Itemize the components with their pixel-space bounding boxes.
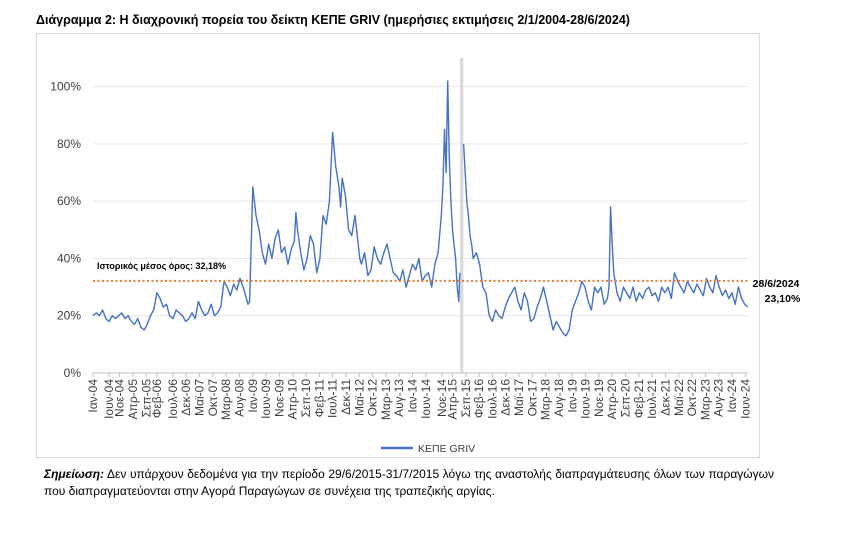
x-tick-label: Απρ-10 bbox=[286, 379, 300, 420]
x-tick-label: Δεκ-21 bbox=[658, 379, 672, 416]
x-tick-label: Οκτ-07 bbox=[206, 379, 220, 417]
x-tick-label: Νοε-14 bbox=[435, 379, 449, 417]
x-tick-label: Σεπ-10 bbox=[299, 379, 313, 418]
x-tick-label: Μαϊ-22 bbox=[672, 379, 686, 416]
series-line bbox=[92, 80, 461, 331]
x-tick-label: Δεκ-11 bbox=[339, 379, 353, 415]
end-date-label: 28/6/2024 bbox=[753, 278, 800, 290]
x-tick-label: Ιουλ-06 bbox=[166, 379, 180, 419]
x-tick-label: Μαϊ-17 bbox=[512, 379, 526, 416]
x-tick-label: Ιουν-09 bbox=[259, 379, 273, 419]
x-tick-label: Οκτ-22 bbox=[685, 379, 699, 417]
x-tick-label: Ιουλ-16 bbox=[485, 379, 499, 419]
chart-title: Διάγραμμα 2: Η διαχρονική πορεία του δεί… bbox=[36, 13, 630, 27]
x-tick-label: Οκτ-17 bbox=[525, 379, 539, 417]
chart-frame bbox=[36, 33, 760, 458]
x-tick-label: Μαρ-18 bbox=[539, 379, 553, 420]
y-axis-ticks: 0% 20% 40% 60% 80% 100% bbox=[50, 80, 81, 380]
y-tick-label: 80% bbox=[57, 137, 81, 151]
x-tick-label: Οκτ-12 bbox=[366, 379, 380, 417]
x-tick-label: Ιαν-19 bbox=[565, 379, 579, 413]
x-tick-label: Ιουλ-11 bbox=[326, 379, 340, 418]
x-tick-label: Φεβ-16 bbox=[472, 379, 486, 418]
y-tick-label: 20% bbox=[57, 309, 81, 323]
x-tick-label: Απρ-05 bbox=[126, 379, 140, 420]
x-tick-label: Σεπ-05 bbox=[139, 379, 153, 418]
y-tick-label: 100% bbox=[50, 80, 81, 94]
x-tick-label: Μαρ-08 bbox=[219, 379, 233, 420]
x-tick-label: Ιαν-14 bbox=[406, 379, 420, 413]
x-tick-label: Σεπ-15 bbox=[459, 379, 473, 418]
series-lines bbox=[92, 80, 749, 337]
x-tick-label: Σεπ-20 bbox=[619, 379, 633, 418]
chart-svg: Ιστορικός μέσος όρος: 32,18% 28/6/2024 2… bbox=[50, 58, 801, 455]
x-tick-label: Αυγ-13 bbox=[392, 379, 406, 417]
x-tick-label: Απρ-15 bbox=[445, 379, 459, 420]
x-tick-label: Ιουν-14 bbox=[419, 379, 433, 419]
x-tick-label: Νοε-04 bbox=[113, 379, 127, 417]
footnote: Σημείωση: Δεν υπάρχουν δεδομένα για την … bbox=[44, 466, 774, 500]
x-tick-label: Μαϊ-12 bbox=[352, 379, 366, 416]
x-tick-label: Αυγ-08 bbox=[232, 379, 246, 417]
x-tick-label: Μαϊ-07 bbox=[193, 379, 207, 416]
legend-label: ΚΕΠΕ GRIV bbox=[418, 443, 475, 455]
y-tick-label: 0% bbox=[64, 366, 82, 380]
legend: ΚΕΠΕ GRIV bbox=[381, 443, 475, 455]
x-tick-label: Αυγ-23 bbox=[712, 379, 726, 417]
missing-data-band bbox=[460, 58, 464, 373]
x-tick-label: Δεκ-16 bbox=[499, 379, 513, 416]
x-tick-label: Αυγ-18 bbox=[552, 379, 566, 417]
x-tick-label: Μαρ-13 bbox=[379, 379, 393, 420]
y-tick-label: 40% bbox=[57, 251, 81, 265]
series-line bbox=[462, 143, 749, 337]
x-tick-label: Ιαν-09 bbox=[246, 379, 260, 413]
x-tick-label: Ιαν-04 bbox=[86, 379, 100, 413]
x-tick-label: Ιαν-24 bbox=[725, 379, 739, 413]
footnote-label: Σημείωση: bbox=[44, 467, 105, 481]
x-tick-label: Απρ-20 bbox=[605, 379, 619, 420]
x-tick-label: Φεβ-11 bbox=[312, 379, 326, 418]
x-tick-label: Ιουν-19 bbox=[579, 379, 593, 419]
x-tick-label: Νοε-19 bbox=[592, 379, 606, 417]
x-tick-label: Νοε-09 bbox=[272, 379, 286, 417]
gridlines bbox=[93, 86, 748, 317]
x-tick-label: Φεβ-21 bbox=[632, 379, 646, 418]
x-tick-label: Μαρ-23 bbox=[698, 379, 712, 420]
x-tick-label: Δεκ-06 bbox=[179, 379, 193, 416]
x-tick-label: Ιουν-04 bbox=[102, 379, 116, 419]
y-tick-label: 60% bbox=[57, 194, 81, 208]
end-value-label: 23,10% bbox=[765, 293, 801, 305]
footnote-text: Δεν υπάρχουν δεδομένα για την περίοδο 29… bbox=[44, 467, 774, 498]
x-tick-label: Φεβ-06 bbox=[150, 379, 164, 418]
x-tick-label: Ιουν-24 bbox=[738, 379, 752, 419]
historical-mean-label: Ιστορικός μέσος όρος: 32,18% bbox=[97, 261, 226, 271]
x-tick-label: Ιουλ-21 bbox=[645, 379, 659, 419]
